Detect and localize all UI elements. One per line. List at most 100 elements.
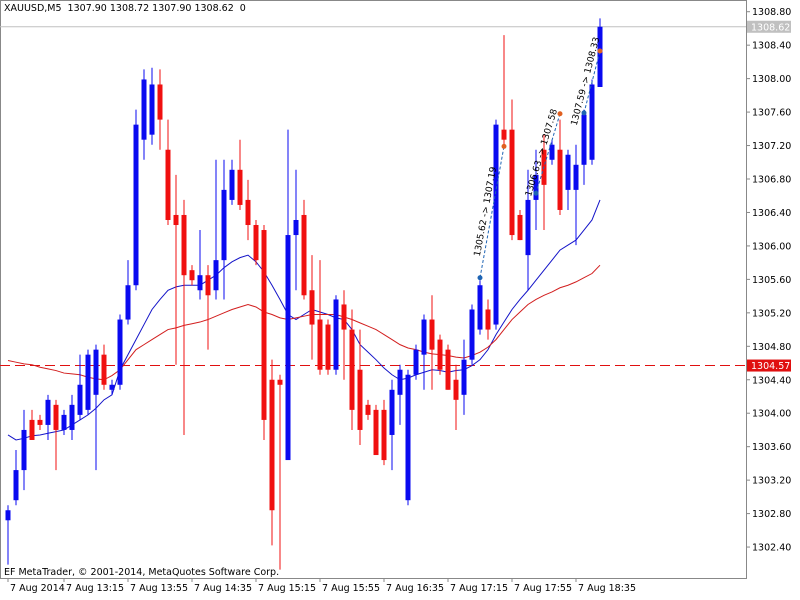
trade-open <box>581 110 587 116</box>
candle-body <box>133 124 139 286</box>
candle-body <box>77 384 83 415</box>
candle-body <box>13 470 19 501</box>
x-tick-label: 7 Aug 15:15 <box>258 583 316 594</box>
candle-body <box>301 214 307 296</box>
candle-body <box>437 339 443 370</box>
x-tick-label: 7 Aug 13:15 <box>66 583 124 594</box>
candle-body <box>381 409 387 461</box>
price-level-box <box>747 359 791 372</box>
candle-body <box>173 214 179 226</box>
candle-body <box>357 369 363 430</box>
candle-body <box>373 409 379 456</box>
candle-body <box>293 219 299 236</box>
candle-body <box>589 84 595 160</box>
candle-body <box>221 189 227 261</box>
candle-body <box>261 230 267 420</box>
candle-body <box>565 154 571 190</box>
candle-body <box>485 309 491 330</box>
x-tick-label: 7 Aug 14:35 <box>194 583 252 594</box>
candle-body <box>405 374 411 501</box>
candle-body <box>597 26 603 87</box>
y-tick-label: 1305.60 <box>752 275 791 286</box>
candle-body <box>61 414 67 430</box>
x-tick-label: 7 Aug 2014 <box>10 583 65 594</box>
candle-body <box>573 164 579 190</box>
moving-average-line <box>7 199 601 441</box>
y-tick-label: 1308.80 <box>752 7 791 18</box>
bid-box <box>747 20 791 33</box>
candle-body <box>189 270 195 281</box>
candle-body <box>149 84 155 135</box>
candle-body <box>277 379 283 385</box>
candle-body <box>429 319 435 350</box>
candle-body <box>101 354 107 385</box>
candle-body <box>29 419 35 440</box>
candle-body <box>581 114 587 165</box>
y-tick-label: 1307.60 <box>752 108 791 119</box>
candle-body <box>333 299 339 370</box>
y-tick-label: 1308.00 <box>752 74 791 85</box>
footer: EF MetaTrader, © 2001-2014, MetaQuotes S… <box>4 567 279 578</box>
candle-body <box>341 304 347 330</box>
candle-body <box>213 260 219 291</box>
candle-body <box>157 84 163 120</box>
y-tick-label: 1305.20 <box>752 308 791 319</box>
candle-body <box>181 214 187 276</box>
y-tick-label: 1303.60 <box>752 442 791 453</box>
candle-body <box>397 369 403 395</box>
y-tick-label: 1304.00 <box>752 409 791 420</box>
candle-body <box>557 149 563 210</box>
candle-body <box>85 354 91 410</box>
candle-body <box>21 429 27 471</box>
candle-body <box>269 379 275 511</box>
candle-body <box>93 349 99 395</box>
candle-body <box>165 149 171 220</box>
candle-body <box>493 124 499 325</box>
candle-body <box>469 309 475 360</box>
candle-body <box>525 199 531 256</box>
trade-open <box>477 275 483 281</box>
y-tick-label: 1306.00 <box>752 241 791 252</box>
x-tick-label: 7 Aug 16:35 <box>386 583 444 594</box>
candle-body <box>501 129 507 140</box>
moving-average-line <box>7 264 601 381</box>
header: XAUUSD,M5 1307.90 1308.72 1307.90 1308.6… <box>4 3 246 14</box>
trade-line <box>479 146 505 278</box>
y-tick-label: 1302.80 <box>752 509 791 520</box>
candle-body <box>453 379 459 400</box>
candle-body <box>517 214 523 241</box>
candle-body <box>205 275 211 296</box>
trade-line <box>583 50 601 114</box>
candle-body <box>197 275 203 291</box>
trade-line <box>535 113 561 194</box>
candle-body <box>365 404 371 415</box>
x-tick-label: 7 Aug 18:35 <box>578 583 636 594</box>
y-tick-label: 1304.40 <box>752 375 791 386</box>
candle-body <box>245 199 251 226</box>
candle-body <box>325 324 331 370</box>
candle-body <box>37 419 43 425</box>
price-level-label: 1304.57 <box>751 361 790 372</box>
candle-body <box>69 404 75 430</box>
x-tick-label: 7 Aug 15:55 <box>322 583 380 594</box>
candle-body <box>253 225 259 261</box>
trade-open <box>533 190 539 196</box>
candle-body <box>229 169 235 200</box>
trade-close <box>501 143 507 149</box>
y-tick-label: 1303.20 <box>752 476 791 487</box>
candle-body <box>477 285 483 330</box>
candle-body <box>413 349 419 375</box>
candle-body <box>45 399 51 425</box>
y-tick-label: 1306.40 <box>752 208 791 219</box>
candle-body <box>237 169 243 205</box>
candle-body <box>53 404 59 430</box>
x-tick-label: 7 Aug 13:55 <box>130 583 188 594</box>
candle-body <box>309 290 315 325</box>
candle-body <box>5 510 11 521</box>
trade-close <box>557 111 563 117</box>
x-tick-label: 7 Aug 17:15 <box>450 583 508 594</box>
y-tick-label: 1304.80 <box>752 342 791 353</box>
candle-body <box>421 319 427 355</box>
